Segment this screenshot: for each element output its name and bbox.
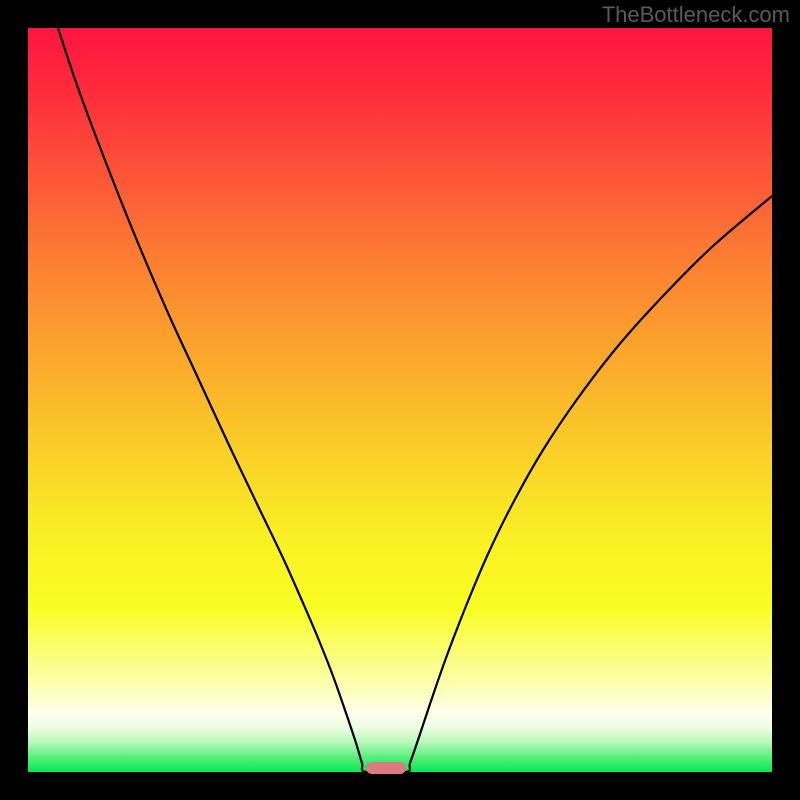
watermark-text: TheBottleneck.com: [602, 2, 790, 28]
plot-area: [28, 28, 772, 772]
optimal-marker: [366, 762, 406, 774]
bottleneck-curve: [28, 28, 772, 772]
